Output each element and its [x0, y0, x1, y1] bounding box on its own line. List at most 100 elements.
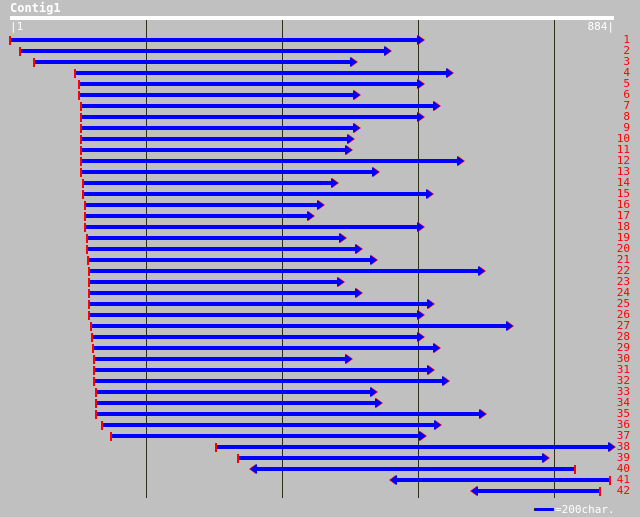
read-bar[interactable] — [89, 291, 357, 295]
arrow-right-icon — [457, 156, 464, 166]
read-label[interactable]: 3 — [623, 55, 630, 68]
read-label[interactable]: 26 — [616, 308, 630, 321]
read-bar[interactable] — [87, 247, 357, 251]
read-label[interactable]: 42 — [616, 484, 630, 497]
read-label[interactable]: 27 — [616, 319, 630, 332]
read-bar[interactable] — [89, 269, 480, 273]
arrow-right-icon — [542, 453, 549, 463]
read-label[interactable]: 41 — [616, 473, 630, 486]
read-bar[interactable] — [89, 302, 429, 306]
read-label[interactable]: 19 — [616, 231, 630, 244]
read-label[interactable]: 25 — [616, 297, 630, 310]
read-label[interactable]: 8 — [623, 110, 630, 123]
read-bar[interactable] — [102, 423, 436, 427]
read-label[interactable]: 6 — [623, 88, 630, 101]
read-bar[interactable] — [20, 49, 386, 53]
scale-label: =200char. — [555, 503, 615, 516]
read-bar[interactable] — [81, 115, 419, 119]
read-bar[interactable] — [81, 104, 435, 108]
arrow-right-icon — [355, 288, 362, 298]
read-label[interactable]: 14 — [616, 176, 630, 189]
read-bar[interactable] — [96, 390, 372, 394]
read-bar[interactable] — [92, 335, 419, 339]
read-end-tick — [80, 135, 82, 144]
read-label[interactable]: 21 — [616, 253, 630, 266]
read-bar[interactable] — [34, 60, 352, 64]
read-bar[interactable] — [81, 159, 459, 163]
read-label[interactable]: 17 — [616, 209, 630, 222]
read-bar[interactable] — [94, 379, 444, 383]
read-label[interactable]: 31 — [616, 363, 630, 376]
arrow-right-icon — [434, 420, 441, 430]
read-bar[interactable] — [81, 137, 349, 141]
read-bar[interactable] — [75, 71, 448, 75]
read-bar[interactable] — [85, 225, 419, 229]
read-label[interactable]: 38 — [616, 440, 630, 453]
read-bar[interactable] — [476, 489, 600, 493]
read-bar[interactable] — [81, 148, 347, 152]
read-label[interactable]: 29 — [616, 341, 630, 354]
read-label[interactable]: 39 — [616, 451, 630, 464]
arrow-right-icon — [427, 299, 434, 309]
read-label[interactable]: 34 — [616, 396, 630, 409]
read-label[interactable]: 32 — [616, 374, 630, 387]
read-label[interactable]: 15 — [616, 187, 630, 200]
read-bar[interactable] — [96, 401, 377, 405]
read-label[interactable]: 30 — [616, 352, 630, 365]
read-label[interactable]: 37 — [616, 429, 630, 442]
read-bar[interactable] — [89, 280, 339, 284]
arrow-right-icon — [479, 409, 486, 419]
read-bar[interactable] — [83, 181, 333, 185]
read-bar[interactable] — [255, 467, 575, 471]
read-bar[interactable] — [94, 368, 429, 372]
read-bar[interactable] — [88, 258, 372, 262]
read-label[interactable]: 4 — [623, 66, 630, 79]
read-label[interactable]: 7 — [623, 99, 630, 112]
read-bar[interactable] — [216, 445, 610, 449]
read-bar[interactable] — [87, 236, 341, 240]
read-label[interactable]: 18 — [616, 220, 630, 233]
read-label[interactable]: 13 — [616, 165, 630, 178]
read-label[interactable]: 40 — [616, 462, 630, 475]
read-end-tick — [88, 311, 90, 320]
read-end-tick — [78, 91, 80, 100]
read-label[interactable]: 2 — [623, 44, 630, 57]
read-label[interactable]: 35 — [616, 407, 630, 420]
read-bar[interactable] — [85, 214, 309, 218]
read-label[interactable]: 22 — [616, 264, 630, 277]
read-end-tick — [87, 256, 89, 265]
read-bar[interactable] — [85, 203, 319, 207]
read-end-tick — [84, 212, 86, 221]
read-label[interactable]: 12 — [616, 154, 630, 167]
read-label[interactable]: 36 — [616, 418, 630, 431]
arrow-right-icon — [417, 79, 424, 89]
read-bar[interactable] — [111, 434, 421, 438]
read-bar[interactable] — [81, 126, 355, 130]
read-end-tick — [80, 124, 82, 133]
read-bar[interactable] — [79, 82, 419, 86]
read-label[interactable]: 28 — [616, 330, 630, 343]
read-bar[interactable] — [10, 38, 419, 42]
read-bar[interactable] — [94, 357, 347, 361]
read-bar[interactable] — [91, 324, 508, 328]
read-label[interactable]: 11 — [616, 143, 630, 156]
read-bar[interactable] — [79, 93, 355, 97]
read-bar[interactable] — [89, 313, 419, 317]
read-bar[interactable] — [96, 412, 481, 416]
read-label[interactable]: 1 — [623, 33, 630, 46]
read-label[interactable]: 24 — [616, 286, 630, 299]
read-bar[interactable] — [81, 170, 374, 174]
read-label[interactable]: 23 — [616, 275, 630, 288]
read-bar[interactable] — [83, 192, 428, 196]
read-label[interactable]: 16 — [616, 198, 630, 211]
read-label[interactable]: 10 — [616, 132, 630, 145]
read-label[interactable]: 9 — [623, 121, 630, 134]
read-bar[interactable] — [238, 456, 544, 460]
read-label[interactable]: 33 — [616, 385, 630, 398]
arrow-right-icon — [339, 233, 346, 243]
read-bar[interactable] — [395, 478, 610, 482]
read-end-tick — [88, 267, 90, 276]
read-bar[interactable] — [93, 346, 435, 350]
read-label[interactable]: 20 — [616, 242, 630, 255]
read-label[interactable]: 5 — [623, 77, 630, 90]
